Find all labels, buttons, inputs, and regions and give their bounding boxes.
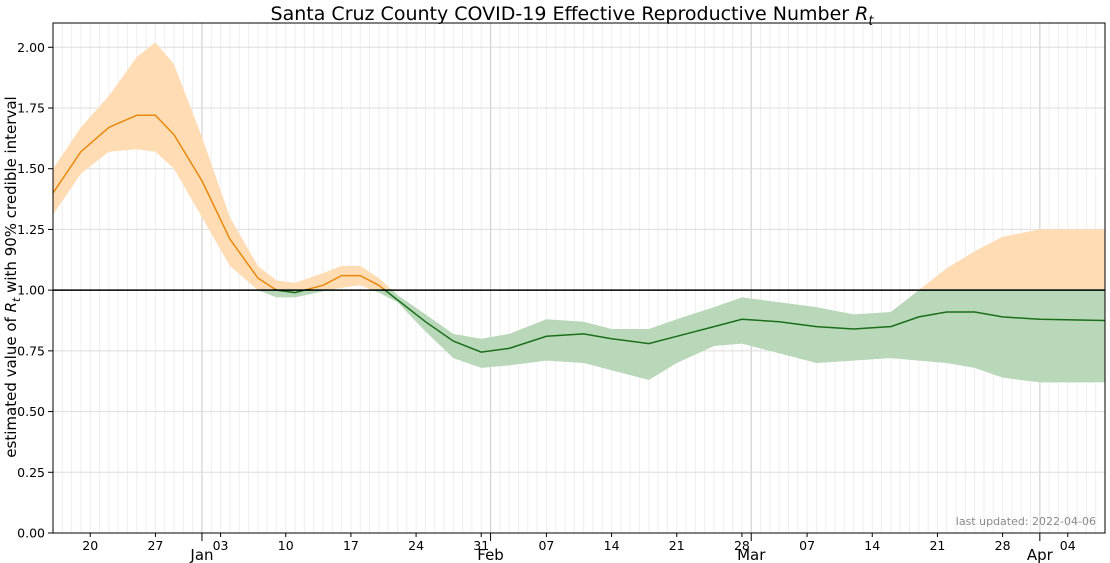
x-tick-label: 14 bbox=[864, 538, 880, 553]
x-tick-label: 03 bbox=[213, 538, 229, 553]
last-updated-note: last updated: 2022-04-06 bbox=[956, 515, 1096, 528]
x-tick-label: 21 bbox=[669, 538, 685, 553]
y-tick-label: 1.25 bbox=[17, 222, 45, 237]
x-month-label: Apr bbox=[1027, 546, 1054, 563]
y-tick-label: 0.25 bbox=[17, 465, 45, 480]
y-tick-label: 0.00 bbox=[17, 526, 45, 541]
x-tick-label: 21 bbox=[929, 538, 945, 553]
x-tick-label: 07 bbox=[799, 538, 815, 553]
y-tick-label: 1.50 bbox=[17, 161, 45, 176]
x-tick-label: 07 bbox=[538, 538, 554, 553]
y-axis-label-suffix: with 90% credible interval bbox=[2, 96, 20, 297]
x-month-label: Feb bbox=[477, 546, 504, 563]
chart-title-symbol: R bbox=[855, 3, 868, 25]
y-axis-label-prefix: estimated value of bbox=[2, 312, 20, 457]
x-tick-label: 28 bbox=[734, 538, 750, 553]
x-tick-label: 04 bbox=[1060, 538, 1076, 553]
median-line-above bbox=[53, 114, 385, 289]
plot-frame bbox=[52, 22, 1106, 534]
y-axis-ticks: 0.00 0.25 0.50 0.75 1.00 1.25 1.50 1.75 2.00 bbox=[17, 40, 53, 541]
credible-band-above bbox=[53, 42, 1105, 289]
y-axis-label-symbol-sub: t bbox=[10, 297, 23, 302]
x-tick-label: 17 bbox=[343, 538, 359, 553]
x-tick-label: 10 bbox=[278, 538, 294, 553]
median-line-below bbox=[273, 289, 1105, 353]
chart-title: Santa Cruz County COVID-19 Effective Rep… bbox=[271, 3, 875, 29]
data-layer bbox=[53, 42, 1105, 383]
y-tick-label: 0.50 bbox=[17, 404, 45, 419]
series-below-threshold bbox=[256, 289, 1105, 383]
y-axis-label: estimated value of Rt with 90% credible … bbox=[2, 96, 23, 457]
x-tick-label: 24 bbox=[408, 538, 424, 553]
x-month-label: Jan bbox=[189, 546, 213, 563]
x-month-label: Mar bbox=[737, 546, 766, 563]
x-tick-label: 31 bbox=[473, 538, 489, 553]
y-tick-label: 1.75 bbox=[17, 101, 45, 116]
series-above-threshold bbox=[53, 42, 1105, 289]
chart-title-text: Santa Cruz County COVID-19 Effective Rep… bbox=[271, 3, 850, 25]
y-tick-label: 1.00 bbox=[17, 283, 45, 298]
x-tick-label: 28 bbox=[995, 538, 1011, 553]
x-tick-label: 27 bbox=[147, 538, 163, 553]
x-tick-label: 20 bbox=[82, 538, 98, 553]
y-axis-label-symbol: R bbox=[2, 302, 20, 312]
y-tick-label: 0.75 bbox=[17, 343, 45, 358]
grid bbox=[52, 23, 1106, 534]
x-axis-ticks: 20 27 03 10 17 24 31 07 14 21 28 07 14 21 28 04 Jan Feb Ma… bbox=[82, 533, 1076, 563]
chart-title-symbol-sub: t bbox=[868, 14, 874, 29]
y-tick-label: 2.00 bbox=[17, 40, 45, 55]
x-tick-label: 14 bbox=[604, 538, 620, 553]
